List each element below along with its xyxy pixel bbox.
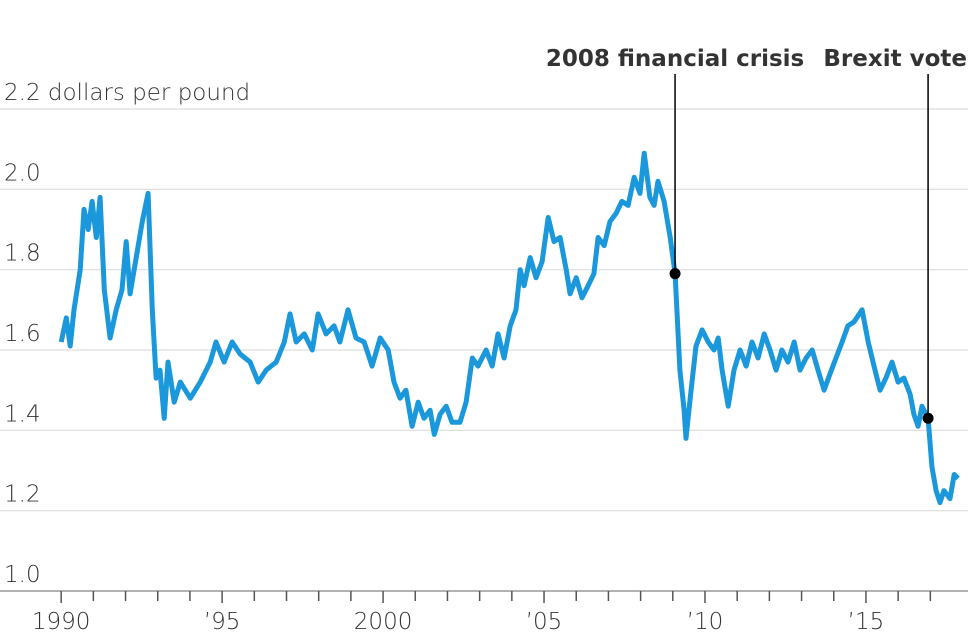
y-tick-label: 2.0: [4, 160, 41, 186]
annotation-dot: [669, 268, 681, 280]
x-tick-label: 1990: [32, 609, 91, 635]
y-tick-label: 1.8: [4, 241, 41, 267]
x-tick-label: ’15: [848, 609, 885, 635]
annotation-dot: [922, 412, 934, 424]
annotation-label: 2008 financial crisis: [546, 46, 804, 72]
x-tick-label: 2000: [354, 609, 413, 635]
annotation-label: Brexit vote: [823, 46, 967, 72]
y-tick-label: 1.2: [4, 482, 41, 508]
x-tick-label: ’10: [687, 609, 724, 635]
y-tick-label: 1.0: [4, 562, 41, 588]
y-tick-label: 1.6: [4, 321, 41, 347]
x-tick-label: ’05: [526, 609, 563, 635]
x-tick-label: ’95: [204, 609, 241, 635]
y-tick-label: 1.4: [4, 401, 41, 427]
y-tick-label: 2.2 dollars per pound: [4, 80, 250, 106]
data-line: [58, 150, 960, 506]
